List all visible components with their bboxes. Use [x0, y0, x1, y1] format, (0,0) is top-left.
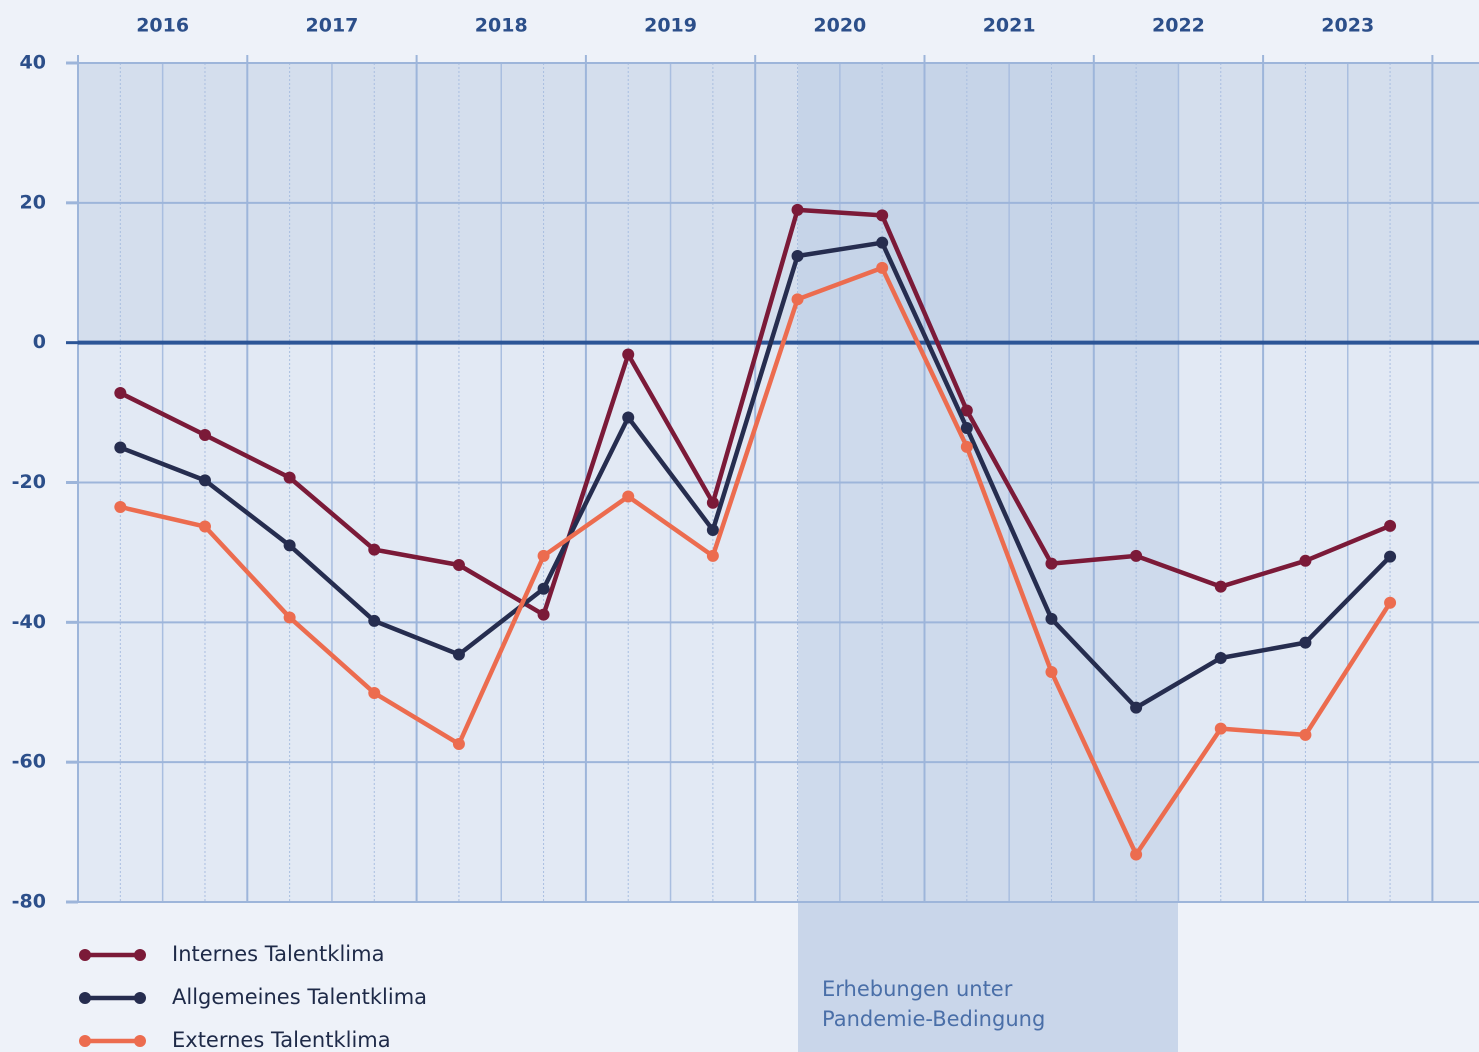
data-point — [791, 203, 804, 216]
data-point — [283, 611, 296, 624]
data-point — [368, 543, 381, 556]
data-point — [198, 474, 211, 487]
year-label: 2019 — [644, 15, 697, 37]
data-point — [1214, 580, 1227, 593]
series-line — [119, 265, 1392, 857]
data-point — [1130, 549, 1143, 562]
data-point — [622, 490, 635, 503]
data-point — [1045, 557, 1058, 570]
annotation-line: Pandemie-Bedingung — [822, 1007, 1045, 1031]
data-point — [1214, 722, 1227, 735]
y-tick-label: -40 — [12, 611, 46, 633]
y-tick-label: -80 — [12, 891, 46, 913]
data-point — [1384, 550, 1397, 563]
legend-dot — [134, 1035, 146, 1047]
data-point — [791, 249, 804, 262]
year-label: 2023 — [1321, 15, 1374, 37]
series-line — [119, 207, 1391, 617]
legend-dot — [79, 992, 91, 1004]
data-point — [622, 411, 635, 424]
data-point — [1299, 554, 1312, 567]
data-point — [1384, 519, 1397, 532]
data-point — [283, 539, 296, 552]
y-tick-label: -60 — [12, 751, 46, 773]
data-point — [198, 428, 211, 441]
y-tick-label: 0 — [33, 331, 46, 353]
data-point — [876, 236, 889, 249]
legend-dot — [134, 992, 146, 1004]
y-tick-label: -20 — [12, 471, 46, 493]
data-point — [452, 648, 465, 661]
year-label: 2018 — [475, 15, 528, 37]
data-point — [791, 293, 804, 306]
legend-label: Allgemeines Talentklima — [172, 985, 427, 1009]
data-point — [537, 582, 550, 595]
data-point — [1130, 848, 1143, 861]
data-point — [706, 549, 719, 562]
year-label: 2021 — [983, 15, 1036, 37]
data-point — [452, 559, 465, 572]
data-point — [368, 614, 381, 627]
y-tick-label: 40 — [20, 52, 46, 74]
data-point — [622, 348, 635, 361]
legend-dot — [134, 949, 146, 961]
y-tick-label: 20 — [20, 191, 46, 213]
data-point — [1384, 596, 1397, 609]
year-label: 2017 — [306, 15, 359, 37]
year-label: 2020 — [813, 15, 866, 37]
data-point — [114, 441, 127, 454]
data-point — [1045, 665, 1058, 678]
data-point — [876, 261, 889, 274]
data-point — [960, 421, 973, 434]
data-point — [1214, 651, 1227, 664]
data-point — [1130, 701, 1143, 714]
data-point — [283, 471, 296, 484]
annotation: Erhebungen unter Pandemie-Bedingung — [822, 977, 1045, 1031]
data-point — [706, 524, 719, 537]
annotation-line: Erhebungen unter — [822, 977, 1013, 1001]
data-point — [114, 500, 127, 513]
data-point — [537, 608, 550, 621]
year-label: 2022 — [1152, 15, 1205, 37]
data-point — [876, 209, 889, 222]
data-point — [368, 686, 381, 699]
data-point — [537, 549, 550, 562]
data-point — [960, 440, 973, 453]
legend-label: Internes Talentklima — [172, 942, 384, 966]
data-point — [1045, 612, 1058, 625]
data-point — [114, 387, 127, 400]
data-point — [706, 496, 719, 509]
year-label: 2016 — [136, 15, 189, 37]
data-point — [198, 520, 211, 533]
data-point — [1299, 636, 1312, 649]
data-point — [960, 404, 973, 417]
legend-dot — [79, 949, 91, 961]
data-point — [1299, 728, 1312, 741]
legend-dot — [79, 1035, 91, 1047]
legend-label: Externes Talentklima — [172, 1028, 391, 1052]
data-point — [452, 737, 465, 750]
series-line — [119, 240, 1392, 710]
